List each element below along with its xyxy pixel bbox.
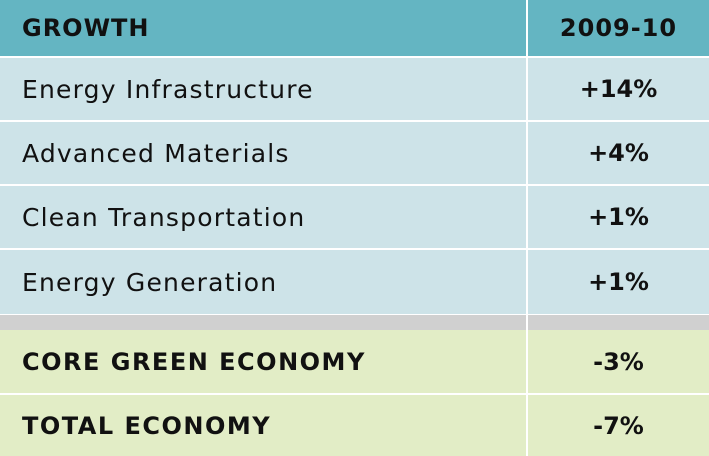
summary-row: CORE GREEN ECONOMY -3% <box>0 330 709 393</box>
column-divider <box>526 186 528 248</box>
sector-name: Energy Infrastructure <box>22 74 314 104</box>
column-divider <box>526 250 528 314</box>
sector-growth: +4% <box>588 139 649 167</box>
row-divider <box>0 393 709 395</box>
summary-name: CORE GREEN ECONOMY <box>22 347 366 376</box>
table-header: GROWTH 2009-10 <box>0 0 709 56</box>
summary-name: TOTAL ECONOMY <box>22 411 272 440</box>
header-growth-label: GROWTH <box>22 14 150 42</box>
column-divider <box>526 330 528 393</box>
table-row: Advanced Materials +4% <box>0 122 709 184</box>
column-divider <box>526 0 528 56</box>
summary-row: TOTAL ECONOMY -7% <box>0 395 709 456</box>
column-divider <box>526 122 528 184</box>
table-row: Energy Infrastructure +14% <box>0 58 709 120</box>
sector-name: Energy Generation <box>22 267 278 297</box>
row-divider <box>0 56 709 58</box>
row-divider <box>0 184 709 186</box>
row-divider <box>0 120 709 122</box>
separator-band <box>0 315 709 330</box>
summary-growth: -7% <box>593 411 644 440</box>
header-period-label: 2009-10 <box>559 14 678 42</box>
sector-name: Clean Transportation <box>22 202 306 232</box>
sector-growth: +14% <box>579 75 658 103</box>
sector-growth: +1% <box>588 203 649 231</box>
row-divider <box>0 248 709 250</box>
summary-growth: -3% <box>593 347 644 376</box>
sector-name: Advanced Materials <box>22 138 290 168</box>
column-divider <box>526 58 528 120</box>
column-divider <box>526 395 528 456</box>
table-row: Clean Transportation +1% <box>0 186 709 248</box>
sector-growth: +1% <box>588 268 649 296</box>
table-row: Energy Generation +1% <box>0 250 709 314</box>
